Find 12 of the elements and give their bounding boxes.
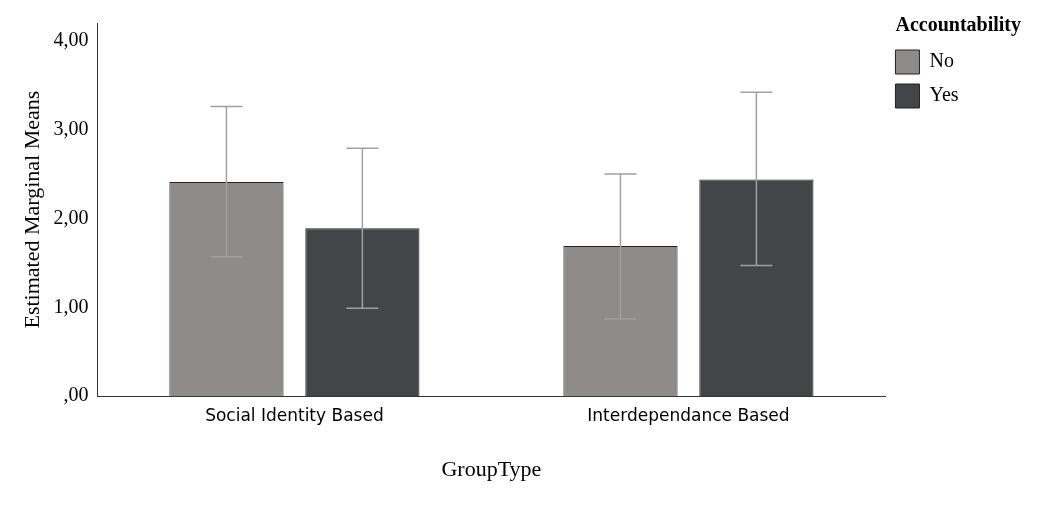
y-tick-label: 1,00 (53, 294, 89, 317)
x-axis-title: GroupType (441, 455, 542, 481)
y-tick-label: 4,00 (53, 28, 89, 51)
y-tick-label: ,00 (63, 383, 89, 406)
y-axis-title: Estimated Marginal Means (18, 90, 44, 329)
legend-title: Accountability (895, 13, 1021, 37)
x-tick-label: Social Identity Based (205, 404, 384, 425)
y-tick-label: 2,00 (53, 205, 89, 228)
legend-label: No (929, 49, 954, 72)
y-tick-label: 3,00 (53, 116, 89, 139)
legend-label: Yes (929, 83, 959, 106)
x-tick-label: Interdependance Based (587, 404, 790, 425)
